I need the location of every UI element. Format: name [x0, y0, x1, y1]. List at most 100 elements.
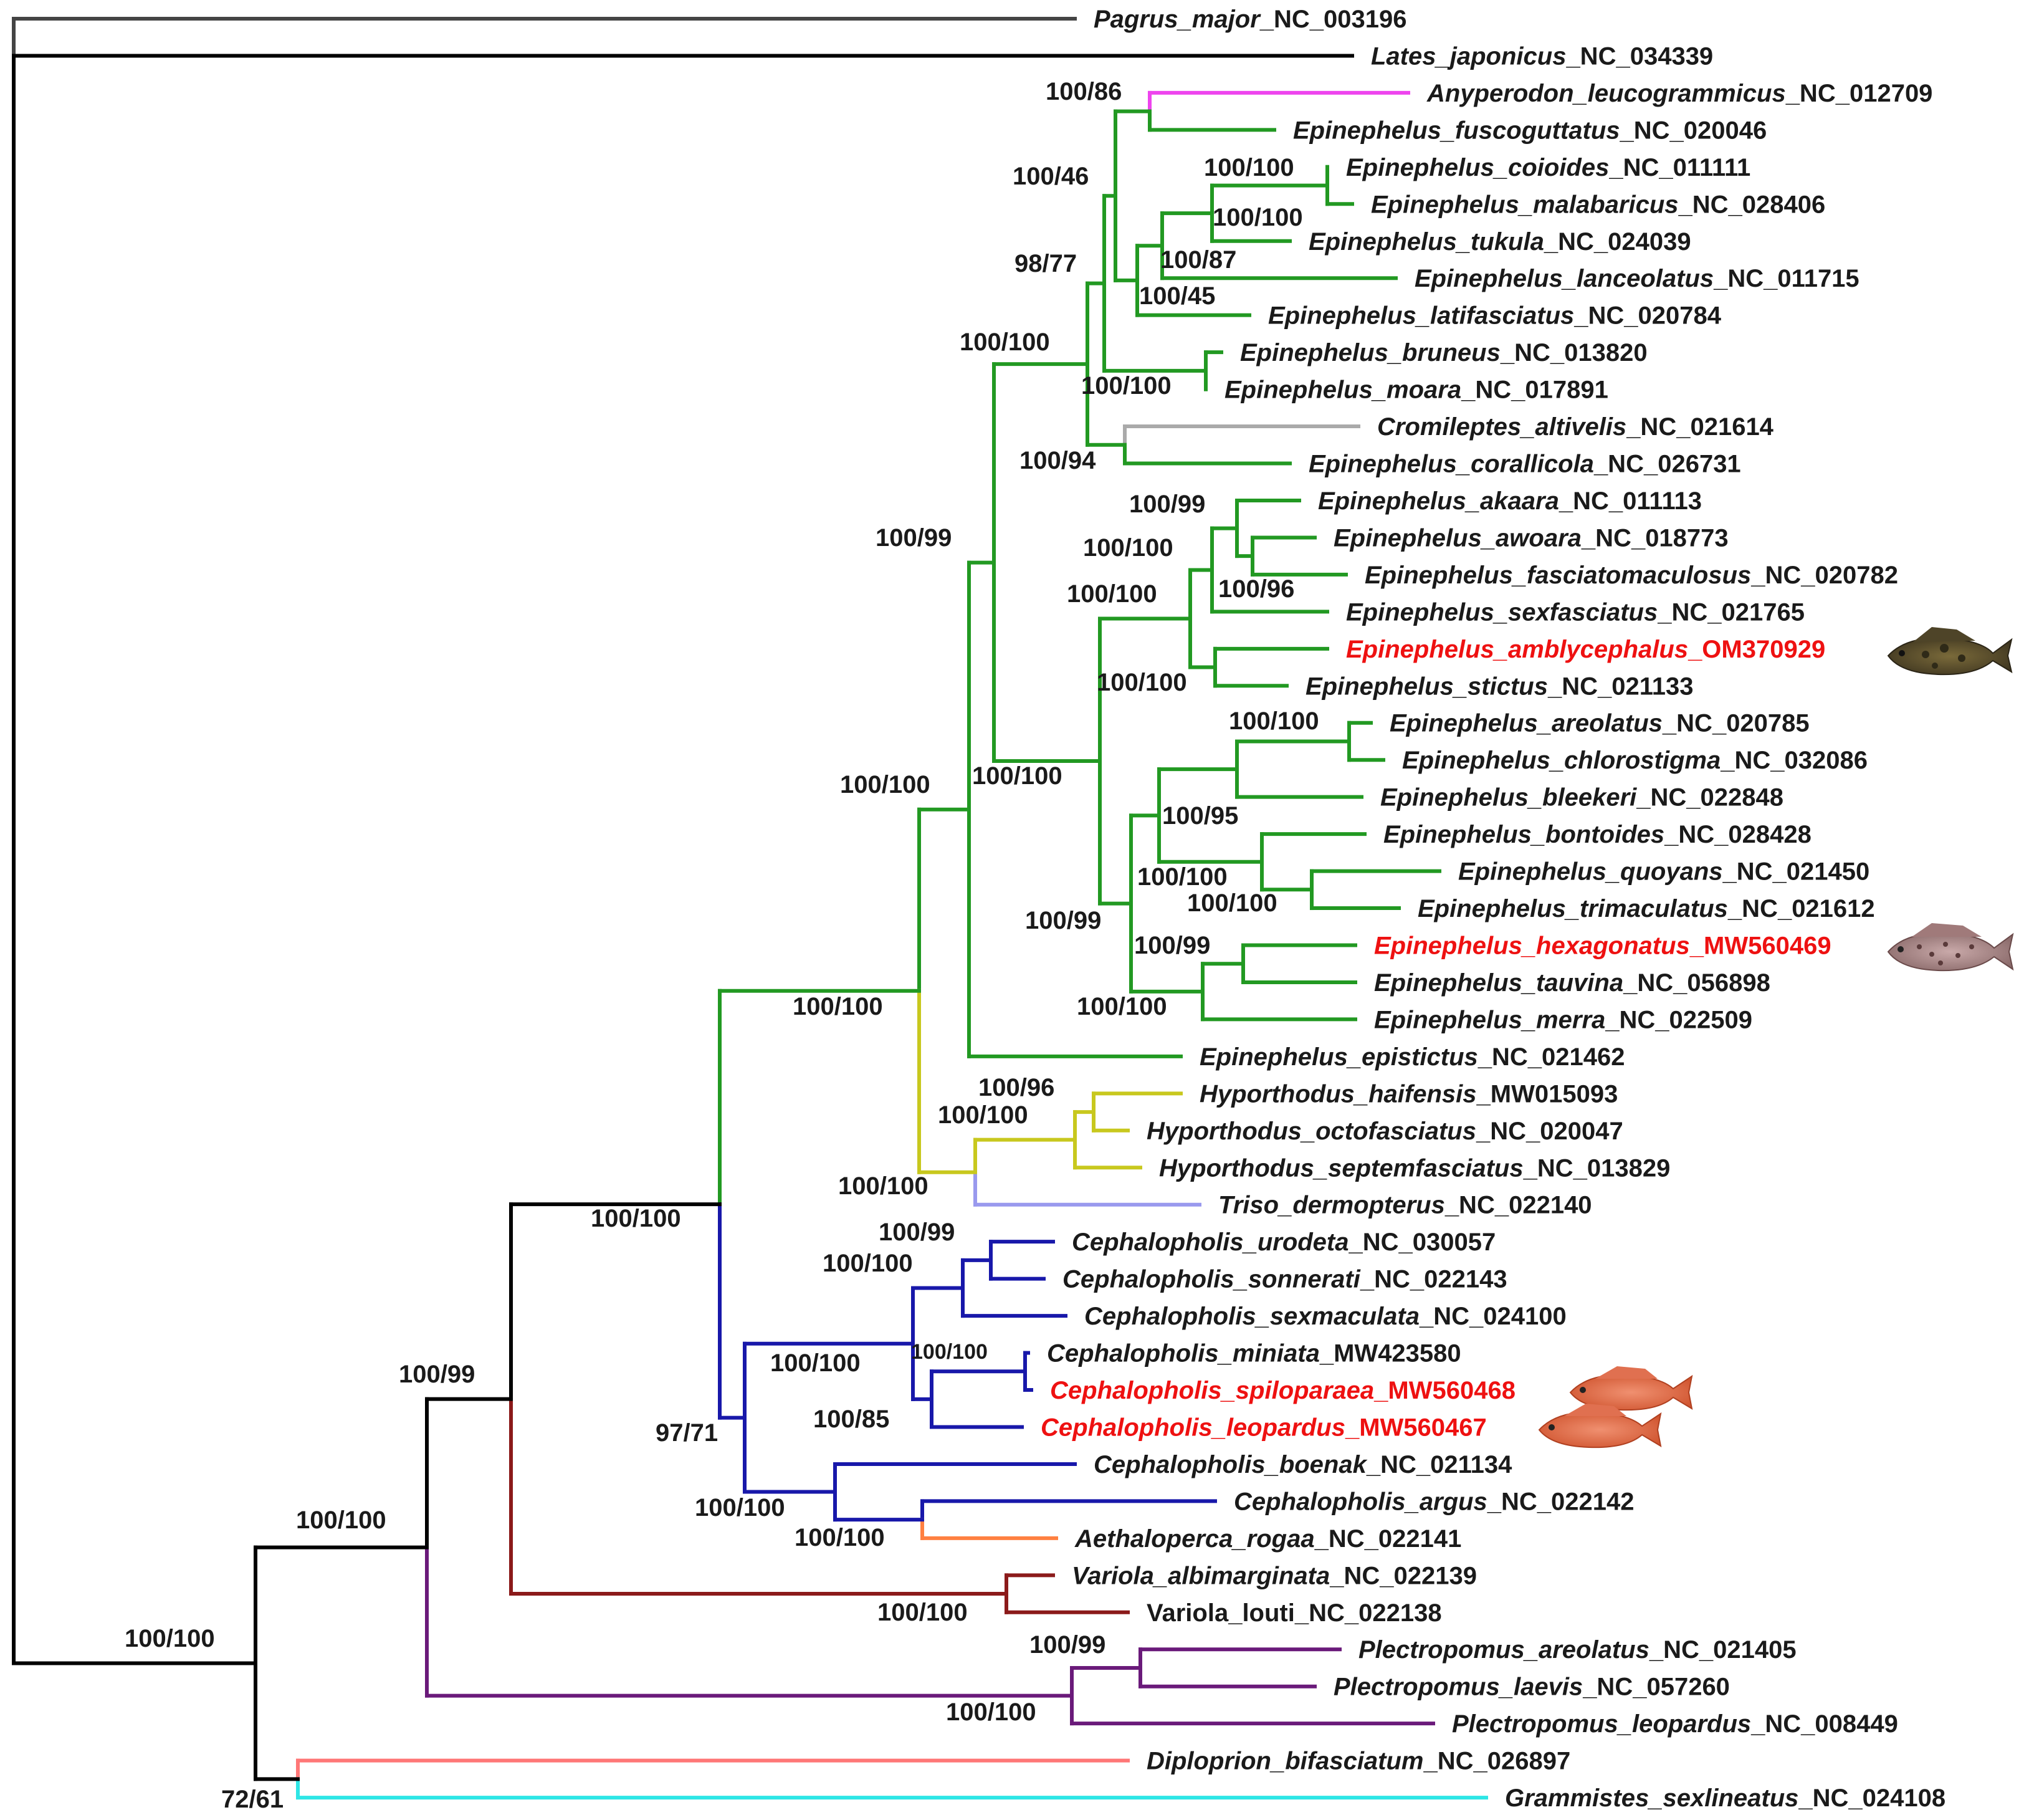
taxon-label: Epinephelus_latifasciatus_NC_020784 [1268, 302, 1722, 330]
accession-number: _NC_026731 [1593, 451, 1741, 478]
support-value: 100/100 [1229, 707, 1319, 735]
support-value: 100/100 [793, 993, 883, 1020]
taxon-label: Epinephelus_malabaricus_NC_028406 [1371, 191, 1825, 218]
species-name: Epinephelus_fasciatomaculosus [1365, 562, 1751, 589]
species-name: Aethaloperca_rogaa [1074, 1525, 1315, 1553]
species-name: Epinephelus_fuscoguttatus [1293, 117, 1620, 144]
fish-illustration-leopardus [1538, 1404, 1662, 1449]
accession-number: _NC_017891 [1461, 376, 1608, 404]
support-value: 100/96 [978, 1074, 1054, 1101]
taxon-label: Epinephelus_awoara_NC_018773 [1334, 524, 1729, 552]
taxon-label: Cephalopholis_spiloparaea_MW560468 [1050, 1377, 1516, 1404]
fish-illustration-hexagonatus [1887, 923, 2014, 972]
taxon-label: Aethaloperca_rogaa_NC_022141 [1074, 1525, 1461, 1553]
species-name: Epinephelus_awoara [1334, 524, 1582, 552]
taxon-label: Epinephelus_areolatus_NC_020785 [1390, 710, 1810, 737]
species-name: Grammistes_sexlineatus [1505, 1784, 1798, 1812]
species-name: Hyporthodus_haifensis [1200, 1080, 1477, 1108]
accession-number: _NC_024100 [1419, 1303, 1567, 1330]
tree-branches [12, 17, 1488, 1800]
species-name: Cephalopholis_sexmaculata [1084, 1303, 1420, 1330]
accession-number: _NC_056898 [1623, 969, 1770, 997]
accession-number: _MW560468 [1373, 1377, 1516, 1404]
accession-number: _NC_022143 [1360, 1266, 1507, 1293]
accession-number: _MW560469 [1689, 932, 1831, 960]
taxon-label: Epinephelus_trimaculatus_NC_021612 [1418, 895, 1875, 922]
species-name: Cephalopholis_leopardus [1041, 1414, 1345, 1441]
taxon-label: Epinephelus_sexfasciatus_NC_021765 [1346, 598, 1805, 626]
support-value: 100/96 [1218, 575, 1294, 603]
species-name: Epinephelus_trimaculatus [1418, 895, 1728, 922]
taxon-label: Cephalopholis_sonnerati_NC_022143 [1062, 1266, 1507, 1293]
species-name: Pagrus_major [1094, 6, 1261, 33]
taxon-label: Epinephelus_chlorostigma_NC_032086 [1402, 747, 1868, 774]
accession-number: _NC_022141 [1314, 1525, 1462, 1553]
taxon-label: Epinephelus_moara_NC_017891 [1224, 376, 1608, 404]
support-value: 100/100 [877, 1599, 968, 1626]
species-name: Cromileptes_altivelis [1377, 413, 1626, 441]
taxon-labels: Pagrus_major_NC_003196 Lates_japonicus_NC… [1041, 6, 1945, 1812]
accession-number: _NC_028406 [1678, 191, 1826, 218]
support-value: 100/46 [1013, 163, 1089, 190]
species-name: Epinephelus_chlorostigma [1402, 747, 1721, 774]
accession-number: _NC_020047 [1476, 1118, 1623, 1145]
taxon-label: Epinephelus_fuscoguttatus_NC_020046 [1293, 117, 1767, 144]
taxon-label: Epinephelus_lanceolatus_NC_011715 [1415, 265, 1859, 292]
taxon-label: Cephalopholis_sexmaculata_NC_024100 [1084, 1303, 1567, 1330]
taxon-label: Epinephelus_bruneus_NC_013820 [1240, 339, 1648, 366]
support-value: 100/100 [1067, 580, 1157, 608]
support-value: 100/100 [1213, 204, 1303, 231]
taxon-label: Epinephelus_corallicola_NC_026731 [1309, 451, 1741, 478]
taxon-label: Plectropomus_areolatus_NC_021405 [1358, 1636, 1797, 1664]
species-name: Plectropomus_laevis [1334, 1674, 1583, 1701]
support-value: 100/100 [946, 1698, 1036, 1726]
taxon-label: Epinephelus_coioides_NC_011111 [1346, 154, 1750, 181]
species-name: Cephalopholis_urodeta [1072, 1228, 1349, 1256]
support-value: 100/87 [1160, 246, 1236, 274]
accession-number: _NC_028428 [1664, 821, 1812, 848]
accession-number: _NC_008449 [1750, 1710, 1898, 1738]
taxon-label: Epinephelus_tauvina_NC_056898 [1374, 969, 1770, 997]
support-value: 100/100 [591, 1205, 681, 1232]
accession-number: _NC_020785 [1662, 710, 1810, 737]
species-name: Epinephelus_bleekeri [1380, 784, 1637, 812]
support-value: 100/100 [972, 762, 1062, 790]
taxon-label: Variola_albimarginata_NC_022139 [1072, 1562, 1477, 1589]
species-name: Hyporthodus_octofasciatus [1147, 1118, 1476, 1145]
taxon-label: Hyporthodus_haifensis_MW015093 [1200, 1080, 1618, 1108]
taxon-label: Epinephelus_amblycephalus_OM370929 [1346, 636, 1825, 663]
accession-number: _NC_032086 [1720, 747, 1868, 774]
accession-number: _NC_022142 [1487, 1488, 1635, 1515]
support-value: 100/100 [1083, 534, 1173, 562]
support-value: 100/100 [1081, 372, 1172, 400]
support-value: 100/100 [1077, 993, 1167, 1020]
accession-number: _NC_021405 [1649, 1636, 1797, 1664]
support-value: 100/100 [960, 328, 1050, 356]
accession-number: _NC_013829 [1523, 1154, 1671, 1182]
species-name: Cephalopholis_argus [1234, 1488, 1487, 1515]
taxon-label: Pagrus_major_NC_003196 [1094, 6, 1407, 33]
accession-number: _NC_026897 [1423, 1748, 1571, 1775]
taxon-label: Lates_japonicus_NC_034339 [1371, 42, 1713, 70]
species-name: Plectropomus_leopardus [1452, 1710, 1751, 1738]
accession-number: _NC_024108 [1798, 1784, 1945, 1812]
support-value: 100/100 [125, 1625, 215, 1652]
accession-number: _MW015093 [1476, 1080, 1618, 1108]
support-value: 100/86 [1046, 78, 1122, 105]
species-name: Epinephelus_merra [1374, 1006, 1605, 1033]
accession-number: _NC_021450 [1722, 858, 1870, 886]
support-value: 100/100 [695, 1494, 785, 1521]
taxon-label: Anyperodon_leucogrammicus_NC_012709 [1426, 80, 1932, 107]
species-name: Epinephelus_bontoides [1383, 821, 1664, 848]
support-value: 97/71 [656, 1419, 718, 1447]
species-name: Epinephelus_tauvina [1374, 969, 1623, 997]
support-value: 100/100 [296, 1506, 386, 1534]
species-name: Triso_dermopterus [1218, 1192, 1445, 1219]
taxon-label: Epinephelus_bontoides_NC_028428 [1383, 821, 1812, 848]
support-value: 98/77 [1014, 250, 1077, 277]
taxon-label: Epinephelus_akaara_NC_011113 [1318, 487, 1702, 515]
species-name: Epinephelus_corallicola [1309, 451, 1594, 478]
support-value: 100/100 [770, 1349, 861, 1377]
accession-number: _NC_011715 [1713, 265, 1859, 292]
support-value: 100/100 [911, 1340, 988, 1364]
